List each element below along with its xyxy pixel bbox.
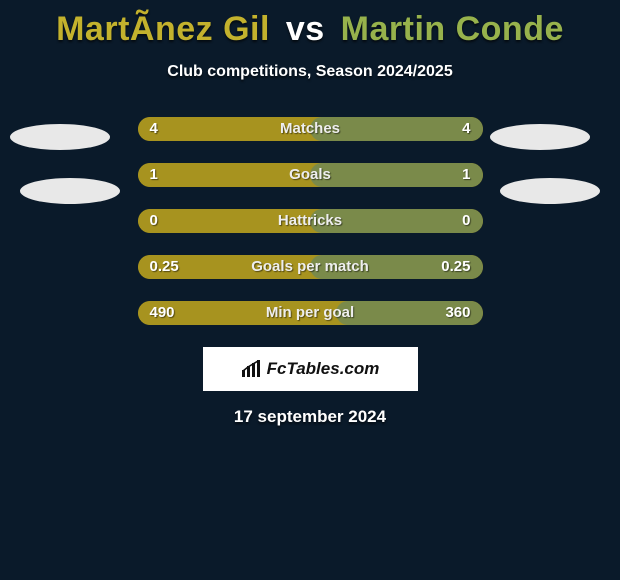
stat-value-left: 0 [150,209,158,233]
chart-icon [241,360,263,378]
player1-marker [20,178,120,204]
stat-row: 4 Matches 4 [138,117,483,141]
vs-text: vs [286,10,325,48]
stat-row: 0.25 Goals per match 0.25 [138,255,483,279]
stat-value-right: 4 [462,117,470,141]
stat-value-right: 1 [462,163,470,187]
stat-value-left: 490 [150,301,175,325]
competition-subtitle: Club competitions, Season 2024/2025 [0,63,620,81]
brand-text: FcTables.com [267,359,380,379]
stat-row: 490 Min per goal 360 [138,301,483,325]
player2-marker [490,124,590,150]
player2-name: Martin Conde [341,10,564,48]
player1-marker [10,124,110,150]
stat-value-left: 0.25 [150,255,179,279]
comparison-title: MartÃnez Gil vs Martin Conde [0,0,620,49]
stat-value-right: 0.25 [441,255,470,279]
stat-label: Hattricks [278,209,342,233]
bar-right-fill [310,163,483,187]
stat-label: Matches [280,117,340,141]
stat-label: Goals per match [251,255,369,279]
stat-value-right: 0 [462,209,470,233]
brand-box: FcTables.com [203,347,418,391]
stat-row: 1 Goals 1 [138,163,483,187]
stat-value-left: 1 [150,163,158,187]
stat-label: Min per goal [266,301,354,325]
stat-label: Goals [289,163,331,187]
stat-row: 0 Hattricks 0 [138,209,483,233]
stat-value-right: 360 [445,301,470,325]
stat-value-left: 4 [150,117,158,141]
player1-name: MartÃnez Gil [56,10,270,48]
player2-marker [500,178,600,204]
date-text: 17 september 2024 [0,407,620,427]
bar-left-fill [138,163,311,187]
stats-container: 4 Matches 4 1 Goals 1 0 Hattricks 0 0.25 Goals per… [138,117,483,325]
